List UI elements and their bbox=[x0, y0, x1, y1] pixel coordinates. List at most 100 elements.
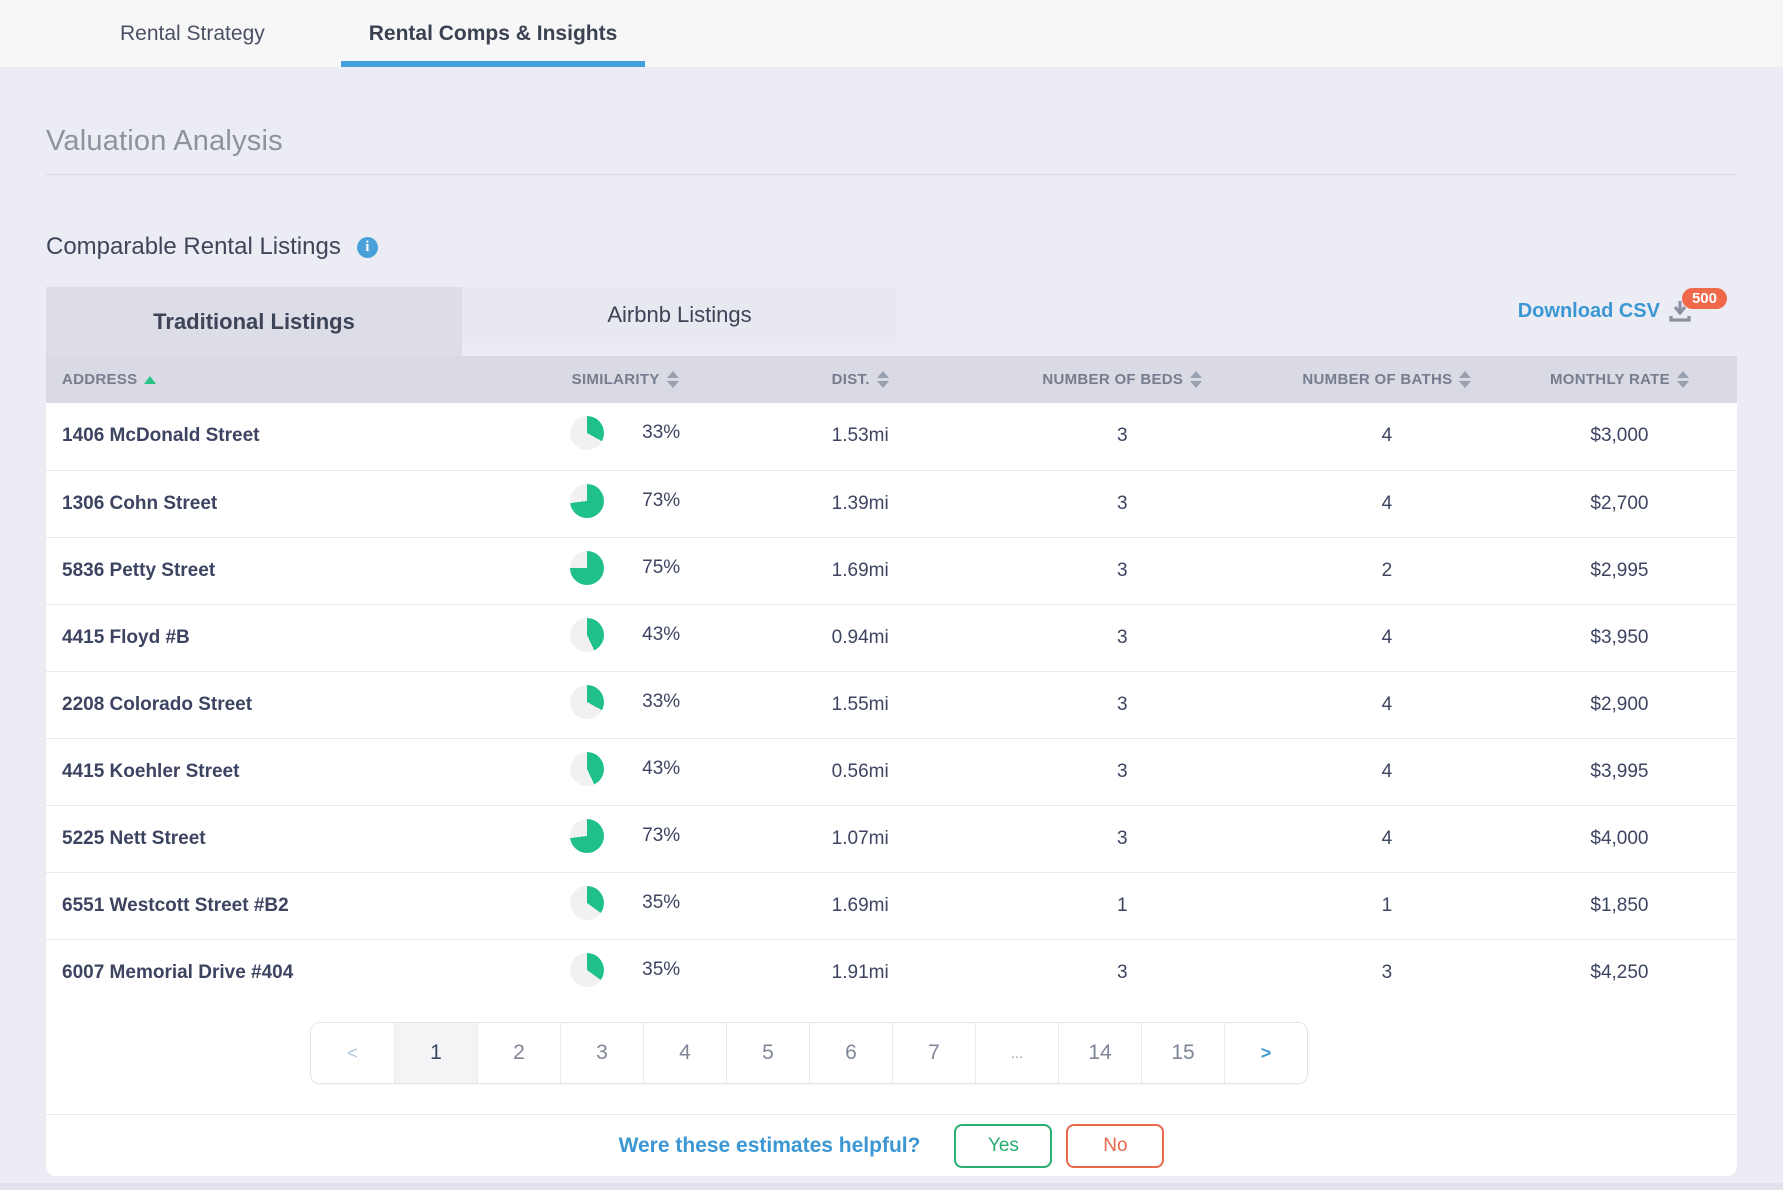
distance-value: 1.55mi bbox=[748, 671, 973, 738]
monthly-rate-value: $4,250 bbox=[1502, 939, 1737, 1006]
beds-value: 3 bbox=[973, 738, 1272, 805]
tab-rental-comps-insights[interactable]: Rental Comps & Insights bbox=[341, 0, 646, 67]
table-row[interactable]: 5225 Nett Street73%1.07mi34$4,000 bbox=[46, 805, 1737, 872]
tab-traditional-listings[interactable]: Traditional Listings bbox=[46, 287, 462, 356]
table-row[interactable]: 5836 Petty Street75%1.69mi32$2,995 bbox=[46, 537, 1737, 604]
pagination-ellipsis: ... bbox=[975, 1023, 1058, 1083]
beds-value: 3 bbox=[973, 470, 1272, 537]
baths-value: 4 bbox=[1272, 403, 1502, 470]
section-header: Comparable Rental Listings i bbox=[46, 233, 1737, 261]
baths-value: 4 bbox=[1272, 738, 1502, 805]
similarity-value: 43% bbox=[642, 624, 680, 646]
listing-address: 5225 Nett Street bbox=[46, 805, 503, 872]
listing-address: 6551 Westcott Street #B2 bbox=[46, 872, 503, 939]
download-csv-label: Download CSV bbox=[1518, 300, 1660, 323]
pagination-page-1[interactable]: 1 bbox=[394, 1023, 477, 1083]
similarity-pie-chart bbox=[570, 484, 604, 518]
distance-value: 1.69mi bbox=[748, 537, 973, 604]
distance-value: 0.94mi bbox=[748, 604, 973, 671]
table-body: 1406 McDonald Street33%1.53mi34$3,000130… bbox=[46, 403, 1737, 1006]
similarity-pie-chart bbox=[570, 618, 604, 652]
sort-ascending-icon bbox=[144, 376, 156, 384]
rental-comps-screen: Rental Strategy Rental Comps & Insights … bbox=[0, 0, 1783, 1190]
column-header-address[interactable]: ADDRESS bbox=[46, 356, 503, 403]
similarity-value: 43% bbox=[642, 758, 680, 780]
pagination-page-7[interactable]: 7 bbox=[892, 1023, 975, 1083]
baths-value: 4 bbox=[1272, 470, 1502, 537]
monthly-rate-value: $4,000 bbox=[1502, 805, 1737, 872]
sort-icon bbox=[1190, 371, 1202, 388]
column-header-baths[interactable]: NUMBER OF BATHS bbox=[1272, 356, 1502, 403]
column-header-distance[interactable]: DIST. bbox=[748, 356, 973, 403]
listing-address: 1306 Cohn Street bbox=[46, 470, 503, 537]
listing-address: 6007 Memorial Drive #404 bbox=[46, 939, 503, 1006]
page-title: Valuation Analysis bbox=[46, 67, 1737, 158]
pagination-prev-icon[interactable]: < bbox=[311, 1023, 394, 1083]
monthly-rate-value: $1,850 bbox=[1502, 872, 1737, 939]
similarity-pie-chart bbox=[570, 953, 604, 987]
pagination-page-5[interactable]: 5 bbox=[726, 1023, 809, 1083]
baths-value: 3 bbox=[1272, 939, 1502, 1006]
main-content: Valuation Analysis Comparable Rental Lis… bbox=[0, 67, 1783, 1176]
listing-address: 4415 Floyd #B bbox=[46, 604, 503, 671]
listings-card: ADDRESS SIMILARITY DIST. NUMB bbox=[46, 356, 1737, 1176]
table-row[interactable]: 6007 Memorial Drive #40435%1.91mi33$4,25… bbox=[46, 939, 1737, 1006]
similarity-pie-chart bbox=[570, 416, 604, 450]
baths-value: 4 bbox=[1272, 604, 1502, 671]
column-header-monthly-rate[interactable]: MONTHLY RATE bbox=[1502, 356, 1737, 403]
baths-value: 2 bbox=[1272, 537, 1502, 604]
beds-value: 3 bbox=[973, 537, 1272, 604]
download-csv-link[interactable]: Download CSV 500 bbox=[1518, 299, 1737, 323]
similarity-value: 35% bbox=[642, 892, 680, 914]
column-header-beds[interactable]: NUMBER OF BEDS bbox=[973, 356, 1272, 403]
table-row[interactable]: 4415 Koehler Street43%0.56mi34$3,995 bbox=[46, 738, 1737, 805]
pagination: <1234567...1415> bbox=[310, 1022, 1308, 1084]
pagination-page-6[interactable]: 6 bbox=[809, 1023, 892, 1083]
similarity-value: 33% bbox=[642, 422, 680, 444]
feedback-yes-button[interactable]: Yes bbox=[954, 1124, 1052, 1168]
tab-rental-strategy[interactable]: Rental Strategy bbox=[92, 0, 293, 67]
distance-value: 1.07mi bbox=[748, 805, 973, 872]
pagination-page-4[interactable]: 4 bbox=[643, 1023, 726, 1083]
title-divider bbox=[46, 174, 1737, 175]
table-row[interactable]: 1306 Cohn Street73%1.39mi34$2,700 bbox=[46, 470, 1737, 537]
baths-value: 4 bbox=[1272, 805, 1502, 872]
pagination-page-3[interactable]: 3 bbox=[560, 1023, 643, 1083]
pagination-page-2[interactable]: 2 bbox=[477, 1023, 560, 1083]
table-row[interactable]: 4415 Floyd #B43%0.94mi34$3,950 bbox=[46, 604, 1737, 671]
pagination-page-15[interactable]: 15 bbox=[1141, 1023, 1224, 1083]
table-header-row: ADDRESS SIMILARITY DIST. NUMB bbox=[46, 356, 1737, 403]
monthly-rate-value: $2,900 bbox=[1502, 671, 1737, 738]
distance-value: 1.91mi bbox=[748, 939, 973, 1006]
comparable-listings-table: ADDRESS SIMILARITY DIST. NUMB bbox=[46, 356, 1737, 1006]
similarity-value: 33% bbox=[642, 691, 680, 713]
tab-airbnb-listings[interactable]: Airbnb Listings bbox=[462, 287, 897, 343]
beds-value: 1 bbox=[973, 872, 1272, 939]
table-row[interactable]: 1406 McDonald Street33%1.53mi34$3,000 bbox=[46, 403, 1737, 470]
similarity-pie-chart bbox=[570, 551, 604, 585]
feedback-no-button[interactable]: No bbox=[1066, 1124, 1164, 1168]
distance-value: 0.56mi bbox=[748, 738, 973, 805]
feedback-bar: Were these estimates helpful? Yes No bbox=[46, 1114, 1737, 1176]
section-title: Comparable Rental Listings bbox=[46, 233, 341, 261]
listing-tabs: Traditional Listings Airbnb Listings bbox=[46, 287, 1737, 356]
table-row[interactable]: 6551 Westcott Street #B235%1.69mi11$1,85… bbox=[46, 872, 1737, 939]
credits-badge: 500 bbox=[1682, 288, 1727, 309]
similarity-pie-chart bbox=[570, 752, 604, 786]
distance-value: 1.69mi bbox=[748, 872, 973, 939]
pagination-page-14[interactable]: 14 bbox=[1058, 1023, 1141, 1083]
monthly-rate-value: $3,995 bbox=[1502, 738, 1737, 805]
sort-icon bbox=[1459, 371, 1471, 388]
bottom-edge-strip bbox=[0, 1183, 1783, 1190]
similarity-pie-chart bbox=[570, 685, 604, 719]
beds-value: 3 bbox=[973, 939, 1272, 1006]
column-header-similarity[interactable]: SIMILARITY bbox=[503, 356, 748, 403]
listing-address: 1406 McDonald Street bbox=[46, 403, 503, 470]
info-icon[interactable]: i bbox=[357, 237, 378, 258]
sort-icon bbox=[877, 371, 889, 388]
table-row[interactable]: 2208 Colorado Street33%1.55mi34$2,900 bbox=[46, 671, 1737, 738]
beds-value: 3 bbox=[973, 604, 1272, 671]
listing-address: 2208 Colorado Street bbox=[46, 671, 503, 738]
pagination-next-icon[interactable]: > bbox=[1224, 1023, 1307, 1083]
similarity-value: 35% bbox=[642, 959, 680, 981]
